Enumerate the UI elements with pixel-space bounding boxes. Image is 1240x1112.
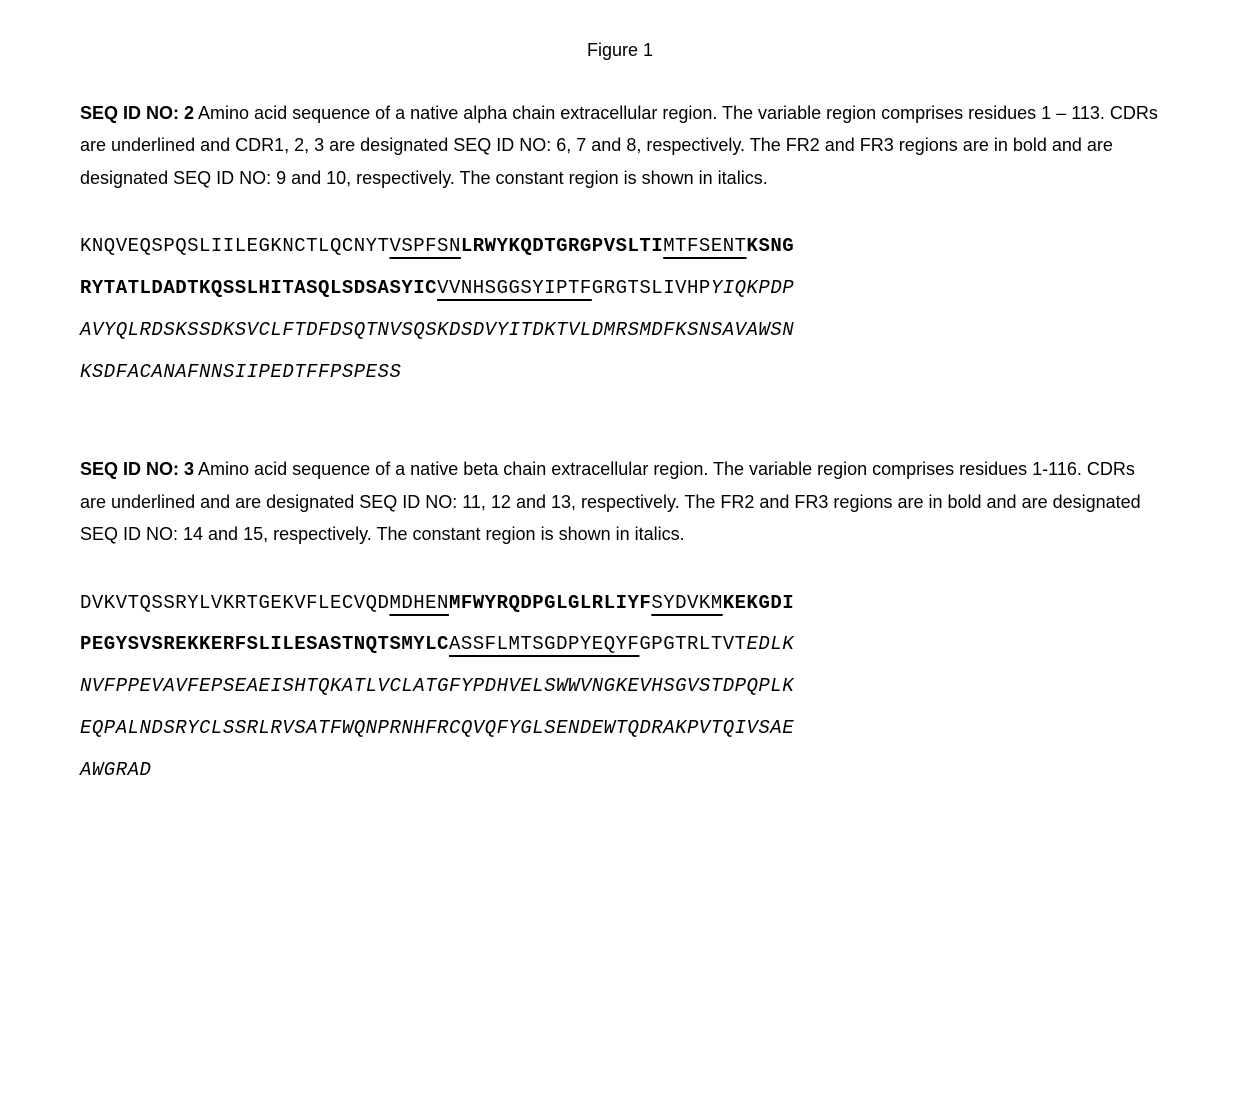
- seq2-sequence: KNQVEQSPQSLIILEGKNCTLQCNYTVSPFSNLRWYKQDT…: [80, 226, 1160, 393]
- seq-run-fr: RYTATLDADTKQSSLHITASQLSDSASYIC: [80, 277, 437, 299]
- seq-run-const: NVFPPEVAVFEPSEAEISHTQKATLVCLATGFYPDHVELS…: [80, 675, 794, 697]
- seq-run-const: AVYQLRDSKSSDKSVCLFTDFDSQTNVSQSKDSDVYITDK…: [80, 319, 794, 341]
- seq3-description: SEQ ID NO: 3 Amino acid sequence of a na…: [80, 453, 1160, 550]
- seq-run-const: YIQKPDP: [711, 277, 794, 299]
- seq-run-plain: DVKVTQSSRYLVKRTGEKVFLECVQD: [80, 592, 389, 614]
- seq-run-fr: PEGYSVSREKKERFSLILESASTNQTSMYLC: [80, 633, 449, 655]
- seq-run-plain: KNQVEQSPQSLIILEGKNCTLQCNYT: [80, 235, 389, 257]
- seq-run-const: EQPALNDSRYCLSSRLRVSATFWQNPRNHFRCQVQFYGLS…: [80, 717, 794, 739]
- seq-run-plain: GRGTSLIVHP: [592, 277, 711, 299]
- seq-run-cdr: ASSFLMTSGDPYEQYF: [449, 633, 639, 655]
- seq-run-fr: KEKGDI: [723, 592, 794, 614]
- seq-run-fr: LRWYKQDTGRGPVSLTI: [461, 235, 663, 257]
- seq-run-cdr: MTFSENT: [663, 235, 746, 257]
- seq3-desc-text: Amino acid sequence of a native beta cha…: [80, 459, 1141, 544]
- figure-title: Figure 1: [80, 40, 1160, 61]
- seq2-description: SEQ ID NO: 2 Amino acid sequence of a na…: [80, 97, 1160, 194]
- seq-run-fr: MFWYRQDPGLGLRLIYF: [449, 592, 651, 614]
- seq-run-plain: GPGTRLTVT: [639, 633, 746, 655]
- seq2-desc-text: Amino acid sequence of a native alpha ch…: [80, 103, 1158, 188]
- seq-run-const: EDLK: [747, 633, 795, 655]
- seq-run-cdr: MDHEN: [389, 592, 449, 614]
- seq-run-cdr: SYDVKM: [651, 592, 722, 614]
- seq2-label: SEQ ID NO: 2: [80, 103, 194, 123]
- seq3-label: SEQ ID NO: 3: [80, 459, 194, 479]
- seq-run-cdr: VSPFSN: [389, 235, 460, 257]
- seq-run-fr: KSNG: [747, 235, 795, 257]
- seq-run-cdr: VVNHSGGSYIPTF: [437, 277, 592, 299]
- seq-run-const: KSDFACANAFNNSIIPEDTFFPSPESS: [80, 361, 401, 383]
- seq3-sequence: DVKVTQSSRYLVKRTGEKVFLECVQDMDHENMFWYRQDPG…: [80, 583, 1160, 792]
- seq-run-const: AWGRAD: [80, 759, 151, 781]
